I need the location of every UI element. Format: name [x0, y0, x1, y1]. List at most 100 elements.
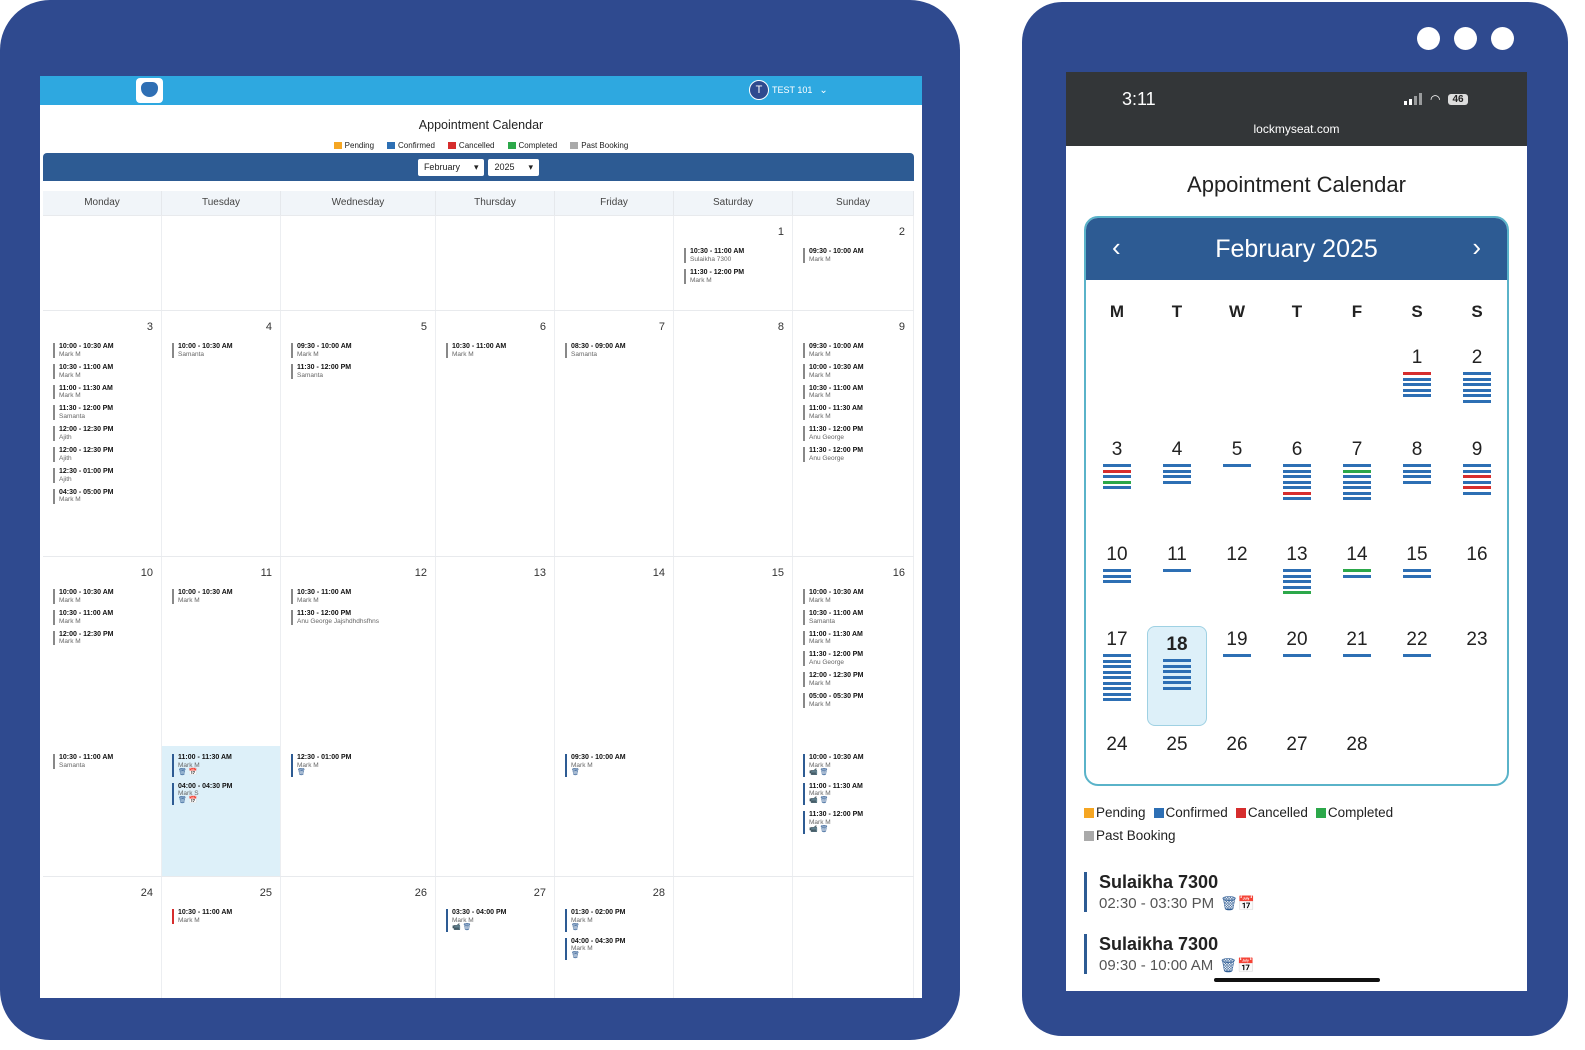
appointment-item[interactable]: 11:00 - 11:30 AM Mark M	[803, 630, 907, 646]
appointment-item[interactable]: 11:30 - 12:00 PM Anu George	[803, 447, 907, 462]
calendar-day[interactable]: 5	[1207, 436, 1267, 541]
appointment-item[interactable]: 12:00 - 12:30 PM Ajith	[53, 426, 155, 442]
appointment-card[interactable]: Sulaikha 7300 09:30 - 10:00 AM 🗑📅	[1084, 934, 1504, 974]
day-cell[interactable]: 25 10:30 - 11:00 AM Mark M	[162, 877, 281, 998]
calendar-day[interactable]: 10	[1087, 541, 1147, 626]
calendar-day[interactable]: 4	[1147, 436, 1207, 541]
day-cell[interactable]: 8	[674, 311, 793, 556]
appointment-item[interactable]: 10:30 - 11:00 AM Samanta	[803, 609, 907, 625]
day-cell[interactable]: 9 09:30 - 10:00 AM Mark M 10:00 - 10:30 AM M…	[793, 311, 914, 556]
appointment-item[interactable]: 11:30 - 12:00 PM Anu George Jajshdhdhsfhn…	[291, 609, 429, 625]
calendar-day[interactable]: 1	[1387, 344, 1447, 436]
day-cell[interactable]: 1 10:30 - 11:00 AM Sulaikha 7300 11:30 - 12…	[674, 216, 793, 310]
appointment-item[interactable]: 04:30 - 05:00 PM Mark M	[53, 488, 155, 504]
calendar-day[interactable]: 6	[1267, 436, 1327, 541]
appointment-item[interactable]: 11:30 - 12:00 PM Samanta	[53, 405, 155, 421]
day-cell[interactable]: 6 10:30 - 11:00 AM Mark M	[436, 311, 555, 556]
appointment-actions-icon[interactable]: 📹 🗑	[809, 768, 829, 776]
appointment-item[interactable]: 12:30 - 01:00 PM Mark M 🗑	[291, 754, 429, 777]
day-cell[interactable]: 15	[674, 557, 793, 746]
day-cell[interactable]: 7 08:30 - 09:00 AM Samanta	[555, 311, 674, 556]
appointment-item[interactable]: 03:30 - 04:00 PM Mark M 📹 🗑	[446, 909, 548, 932]
day-cell[interactable]: 16 10:00 - 10:30 AM Mark M 10:30 - 11:00 AM…	[793, 557, 914, 746]
calendar-day[interactable]: 8	[1387, 436, 1447, 541]
appointment-item[interactable]: 10:30 - 11:00 AM Mark M	[446, 343, 548, 358]
calendar-day[interactable]: 7	[1327, 436, 1387, 541]
appointment-item[interactable]: 11:00 - 11:30 AM Mark M 🗑 📅	[172, 754, 274, 777]
chevron-right-icon[interactable]: ›	[1472, 232, 1481, 262]
day-cell[interactable]	[162, 216, 281, 310]
day-cell[interactable]: 12:30 - 01:00 PM Mark M 🗑	[281, 746, 436, 876]
day-cell[interactable]: 10:00 - 10:30 AM Mark M 📹 🗑 11:00 - 11:30 A…	[793, 746, 914, 876]
day-cell[interactable]: 24	[43, 877, 162, 998]
appointment-item[interactable]: 10:30 - 11:00 AM Mark M	[172, 909, 274, 924]
appointment-item[interactable]: 05:00 - 05:30 PM Mark M	[803, 693, 907, 708]
appointment-item[interactable]: 12:00 - 12:30 PM Ajith	[53, 447, 155, 462]
appointment-item[interactable]: 11:30 - 12:00 PM Mark M 📹 🗑	[803, 811, 907, 834]
appointment-actions-icon[interactable]: 📹 🗑	[809, 825, 829, 833]
appointment-item[interactable]: 10:00 - 10:30 AM Mark M	[803, 363, 907, 379]
calendar-day[interactable]: 23	[1447, 626, 1507, 731]
appointment-item[interactable]: 12:00 - 12:30 PM Mark M	[53, 630, 155, 646]
calendar-day[interactable]: 15	[1387, 541, 1447, 626]
appointment-actions-icon[interactable]: 🗑	[571, 923, 580, 931]
appointment-item[interactable]: 10:00 - 10:30 AM Mark M 📹 🗑	[803, 754, 907, 777]
appointment-item[interactable]: 10:00 - 10:30 AM Mark M	[172, 589, 274, 604]
user-menu[interactable]: T TEST 101 ⌄	[749, 80, 828, 100]
appointment-actions-icon[interactable]: 📹 🗑	[809, 797, 829, 805]
month-select[interactable]: February ▾	[417, 158, 485, 176]
appointment-item[interactable]: 12:30 - 01:00 PM Ajith	[53, 467, 155, 483]
day-cell[interactable]: 09:30 - 10:00 AM Mark M 🗑	[555, 746, 674, 876]
day-cell[interactable]	[436, 216, 555, 310]
appointment-item[interactable]: 10:30 - 11:00 AM Samanta	[53, 754, 155, 769]
day-cell[interactable]	[674, 746, 793, 876]
calendar-day[interactable]: 13	[1267, 541, 1327, 626]
day-cell[interactable]: 10 10:00 - 10:30 AM Mark M 10:30 - 11:00 AM…	[43, 557, 162, 746]
appointment-item[interactable]: 11:30 - 12:00 PM Samanta	[291, 363, 429, 379]
appointment-item[interactable]: 04:00 - 04:30 PM Mark S 🗑 📅	[172, 782, 274, 806]
calendar-day[interactable]: 18	[1147, 626, 1207, 726]
appointment-item[interactable]: 10:30 - 11:00 AM Mark M	[803, 384, 907, 400]
calendar-day[interactable]: 12	[1207, 541, 1267, 626]
calendar-day[interactable]: 26	[1207, 731, 1267, 784]
appointment-item[interactable]: 04:00 - 04:30 PM Mark M 🗑	[565, 937, 667, 961]
calendar-day[interactable]: 22	[1387, 626, 1447, 731]
appointment-actions-icon[interactable]: 🗑📅	[1220, 895, 1256, 911]
appointment-item[interactable]: 08:30 - 09:00 AM Samanta	[565, 343, 667, 358]
day-cell[interactable]: 5 09:30 - 10:00 AM Mark M 11:30 - 12:00 PM S…	[281, 311, 436, 556]
appointment-item[interactable]: 11:00 - 11:30 AM Mark M 📹 🗑	[803, 782, 907, 806]
day-cell[interactable]	[555, 216, 674, 310]
day-cell[interactable]: 28 01:30 - 02:00 PM Mark M 🗑 04:00 - 04:30 P…	[555, 877, 674, 998]
calendar-day[interactable]: 20	[1267, 626, 1327, 731]
appointment-item[interactable]: 10:00 - 10:30 AM Mark M	[803, 589, 907, 604]
appointment-actions-icon[interactable]: 🗑 📅	[178, 797, 198, 805]
appointment-card[interactable]: Sulaikha 7300 02:30 - 03:30 PM 🗑📅	[1084, 872, 1504, 912]
calendar-day[interactable]: 21	[1327, 626, 1387, 731]
url-bar[interactable]: lockmyseat.com	[1253, 122, 1340, 136]
day-cell[interactable]: 11:00 - 11:30 AM Mark M 🗑 📅 04:00 - 04:30 P…	[162, 746, 281, 876]
day-cell[interactable]: 10:30 - 11:00 AM Samanta	[43, 746, 162, 876]
appointment-item[interactable]: 11:00 - 11:30 AM Mark M	[53, 384, 155, 400]
day-cell[interactable]: 3 10:00 - 10:30 AM Mark M 10:30 - 11:00 AM M…	[43, 311, 162, 556]
appointment-item[interactable]: 10:00 - 10:30 AM Mark M	[53, 589, 155, 604]
appointment-item[interactable]: 01:30 - 02:00 PM Mark M 🗑	[565, 909, 667, 932]
appointment-item[interactable]: 10:30 - 11:00 AM Mark M	[53, 363, 155, 379]
day-cell[interactable]: 14	[555, 557, 674, 746]
calendar-day[interactable]: 14	[1327, 541, 1387, 626]
appointment-item[interactable]: 10:30 - 11:00 AM Mark M	[291, 589, 429, 604]
appointment-item[interactable]: 09:30 - 10:00 AM Mark M	[291, 343, 429, 358]
appointment-item[interactable]: 12:00 - 12:30 PM Mark M	[803, 672, 907, 688]
appointment-item[interactable]: 10:30 - 11:00 AM Mark M	[53, 609, 155, 625]
day-cell[interactable]: 11 10:00 - 10:30 AM Mark M	[162, 557, 281, 746]
calendar-day[interactable]: 25	[1147, 731, 1207, 784]
calendar-day[interactable]: 19	[1207, 626, 1267, 731]
calendar-day[interactable]: 9	[1447, 436, 1507, 541]
appointment-actions-icon[interactable]: 🗑	[571, 952, 580, 960]
day-cell[interactable]: 13	[436, 557, 555, 746]
calendar-day[interactable]: 3	[1087, 436, 1147, 541]
appointment-item[interactable]: 09:30 - 10:00 AM Mark M	[803, 248, 907, 263]
day-cell[interactable]	[674, 877, 793, 998]
appointment-item[interactable]: 11:00 - 11:30 AM Mark M	[803, 405, 907, 421]
calendar-day[interactable]: 27	[1267, 731, 1327, 784]
appointment-item[interactable]: 10:00 - 10:30 AM Samanta	[172, 343, 274, 358]
